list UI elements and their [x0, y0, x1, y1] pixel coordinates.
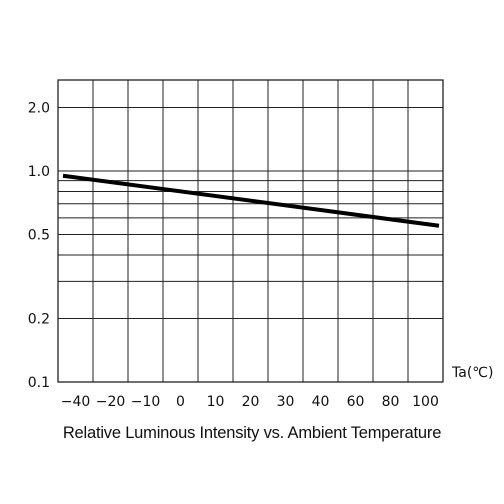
y-tick-label: 2.0: [28, 100, 50, 116]
x-tick-labels: −40 −20 −10 0 10 20 30 40 60 80 100: [61, 394, 439, 410]
x-tick-label: 10: [207, 394, 225, 410]
plot-frame: [57, 79, 444, 383]
x-tick-label: 20: [242, 394, 260, 410]
series-layer: [62, 173, 440, 228]
x-axis-unit-label: Ta(℃): [451, 365, 493, 381]
y-tick-label: 0.5: [28, 228, 50, 244]
y-tick-label: 1.0: [28, 164, 50, 180]
series-line: [62, 173, 440, 228]
y-tick-label: 0.1: [28, 375, 50, 391]
grid-lines: [58, 80, 443, 383]
x-tick-label: 40: [312, 394, 330, 410]
x-tick-label: −10: [131, 394, 161, 410]
x-tick-label: −40: [61, 394, 91, 410]
y-tick-label: 0.2: [28, 311, 50, 327]
x-tick-label: 0: [176, 394, 185, 410]
x-tick-label: 100: [412, 394, 439, 410]
plot-border: [57, 79, 444, 383]
chart-caption: Relative Luminous Intensity vs. Ambient …: [62, 424, 442, 442]
x-tick-label: −20: [96, 394, 126, 410]
x-tick-label: 30: [277, 394, 295, 410]
x-tick-label: 80: [382, 394, 400, 410]
x-tick-label: 60: [347, 394, 365, 410]
y-tick-labels: 0.1 0.2 0.5 1.0 2.0: [28, 100, 50, 391]
